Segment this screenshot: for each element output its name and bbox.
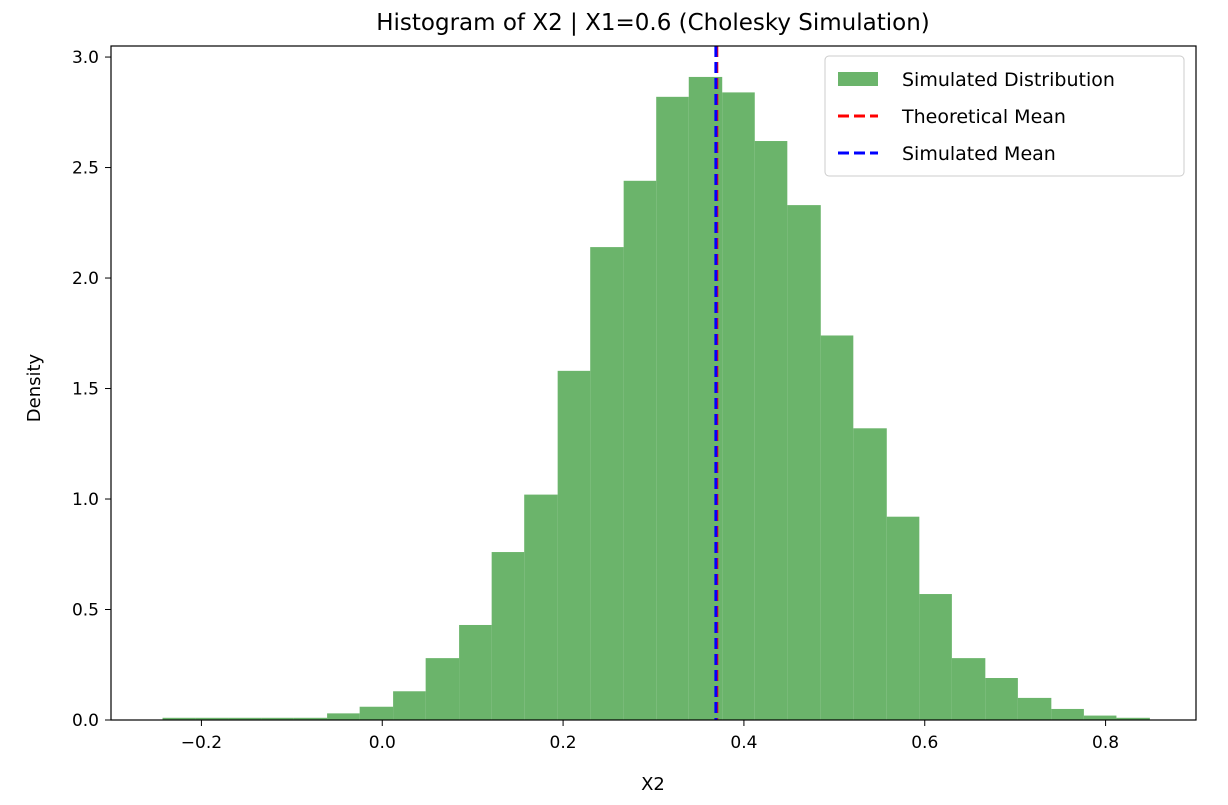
histogram-bar-11 (524, 494, 558, 720)
mean-lines (714, 46, 719, 720)
histogram-bar-8 (425, 658, 460, 720)
y-axis-ticks: 0.0 0.5 1.0 1.5 2.0 2.5 3.0 (72, 48, 111, 731)
histogram-bar-24 (951, 658, 986, 720)
histogram-bar-19 (787, 205, 821, 720)
y-tick-label: 2.5 (72, 159, 99, 179)
histogram-bar-29 (1116, 717, 1150, 720)
histogram-bar-26 (1017, 697, 1052, 720)
histogram-bars (162, 76, 1150, 721)
legend-swatch-simulated-distribution (838, 72, 878, 86)
histogram-bar-25 (985, 678, 1018, 720)
histogram-bar-0 (162, 717, 196, 720)
legend-label: Simulated Mean (902, 143, 1056, 165)
y-tick-label: 0.0 (72, 711, 99, 731)
x-tick-label: 0.4 (730, 733, 757, 753)
histogram-bar-17 (722, 92, 755, 720)
histogram-bar-6 (359, 706, 394, 720)
y-tick-label: 0.5 (72, 601, 99, 621)
plot-frame (110, 45, 1197, 721)
histogram-bar-1 (195, 717, 229, 720)
legend: Simulated Distribution Theoretical Mean Si… (824, 55, 1185, 177)
histogram-bar-22 (886, 516, 920, 720)
legend-box (824, 55, 1185, 177)
histogram-bar-7 (393, 691, 426, 720)
histogram-bar-5 (327, 713, 360, 720)
histogram-bar-14 (623, 180, 657, 721)
histogram-bar-23 (919, 594, 952, 720)
y-tick-label: 1.0 (72, 490, 99, 510)
legend-label: Theoretical Mean (901, 106, 1066, 128)
x-axis-label: X2 (641, 774, 665, 795)
histogram-bar-15 (656, 96, 689, 720)
histogram-bar-21 (853, 428, 887, 720)
histogram-bar-12 (557, 370, 591, 720)
chart-title: Histogram of X2 | X1=0.6 (Cholesky Simul… (376, 10, 930, 36)
x-tick-label: −0.2 (181, 733, 222, 753)
histogram-bar-28 (1083, 715, 1117, 720)
y-tick-label: 2.0 (72, 269, 99, 289)
histogram-bar-4 (293, 717, 328, 720)
histogram-bar-18 (754, 141, 788, 720)
x-axis-ticks: −0.2 0.0 0.2 0.4 0.6 0.8 (181, 720, 1119, 753)
x-tick-label: 0.8 (1092, 733, 1119, 753)
histogram-bar-9 (459, 624, 492, 720)
histogram-bar-13 (590, 247, 624, 720)
histogram-bar-10 (491, 552, 525, 720)
histogram-bar-27 (1051, 708, 1084, 720)
y-tick-label: 3.0 (72, 48, 99, 68)
x-tick-label: 0.2 (550, 733, 577, 753)
histogram-bar-2 (228, 717, 262, 720)
x-tick-label: 0.0 (369, 733, 396, 753)
y-tick-label: 1.5 (72, 380, 99, 400)
y-axis-label: Density (24, 353, 45, 422)
legend-label: Simulated Distribution (902, 69, 1115, 91)
histogram-bar-20 (820, 335, 854, 720)
histogram-bar-3 (261, 717, 294, 720)
x-tick-label: 0.6 (911, 733, 938, 753)
